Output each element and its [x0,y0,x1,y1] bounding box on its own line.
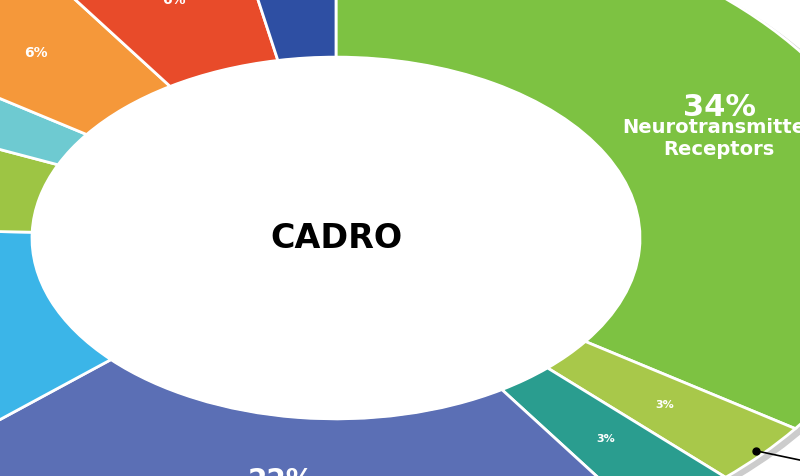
Text: CADRO: CADRO [270,221,402,255]
Wedge shape [0,0,170,135]
Wedge shape [502,368,726,476]
Wedge shape [547,341,795,476]
Circle shape [32,57,640,419]
Text: Neurotransmitter
Receptors: Neurotransmitter Receptors [622,118,800,159]
Text: 6%: 6% [162,0,186,7]
Wedge shape [0,228,111,462]
Text: Metabolism/
Bioenergetics: Metabolism/ Bioenergetics [0,475,1,476]
Text: Proteostasis/
Proteinopathies: Proteostasis/ Proteinopathies [0,475,1,476]
Text: 6%: 6% [24,46,47,60]
Text: Synaptic
Plasticity/
Neuroprotection: Synaptic Plasticity/ Neuroprotection [0,321,1,371]
Wedge shape [229,0,336,60]
Text: Neurogenesis: Neurogenesis [756,451,800,476]
Text: Growth Factors
and Hormones: Growth Factors and Hormones [0,475,1,476]
Text: Inflammation: Inflammation [0,475,1,476]
Wedge shape [0,359,642,476]
Wedge shape [0,48,86,165]
Text: Circadian
Rhythm: Circadian Rhythm [0,475,1,476]
Text: Tau: Tau [0,475,1,476]
Wedge shape [336,0,800,428]
Wedge shape [30,0,278,87]
Text: 3%: 3% [655,400,674,410]
Text: 22%: 22% [247,467,314,476]
Text: 34%: 34% [682,93,755,122]
Wedge shape [0,103,58,232]
Text: 3%: 3% [596,434,614,444]
